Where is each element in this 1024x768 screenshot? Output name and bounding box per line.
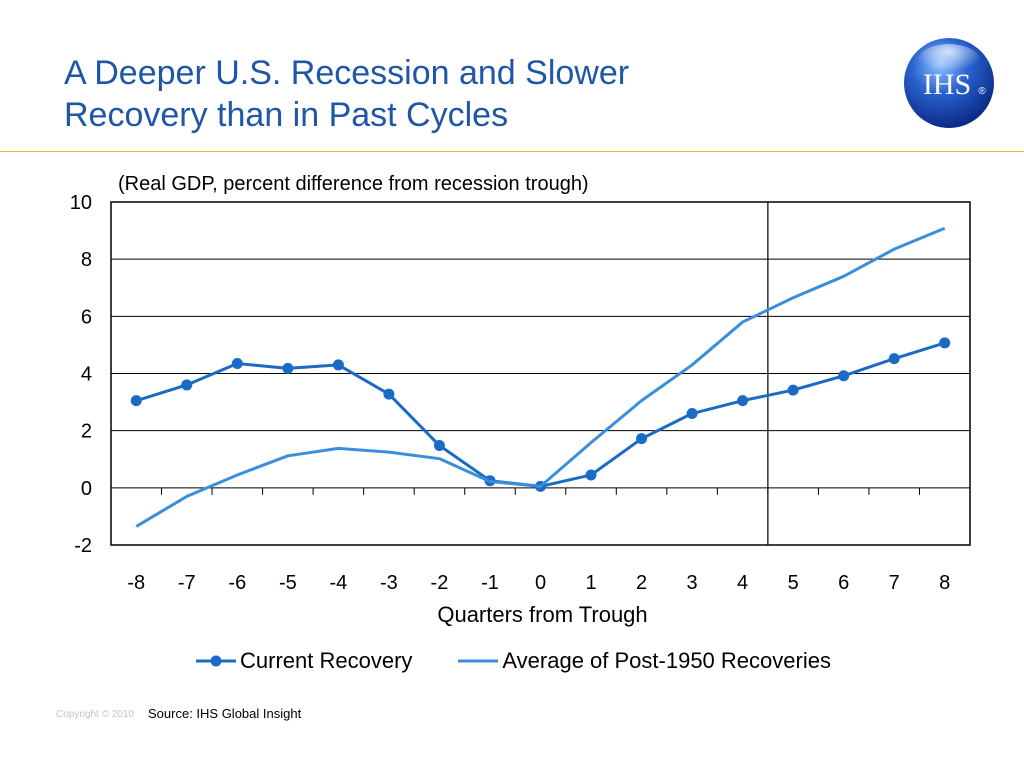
data-point-current-recovery	[636, 433, 648, 445]
y-tick-label: 2	[81, 421, 92, 443]
x-tick-label: -7	[178, 572, 196, 594]
x-tick-label: 0	[535, 572, 546, 594]
x-tick-label: 7	[889, 572, 900, 594]
data-point-current-recovery	[585, 469, 597, 481]
x-tick-label: 2	[636, 572, 647, 594]
data-point-current-recovery	[181, 379, 193, 391]
x-tick-label: -2	[431, 572, 449, 594]
slide-title-line-2: Recovery than in Past Cycles	[64, 96, 509, 134]
data-point-current-recovery	[130, 395, 142, 407]
legend-item-post-1950-average: Average of Post-1950 Recoveries	[458, 648, 831, 674]
ihs-logo: IHS ®	[904, 38, 994, 128]
legend-label-current-recovery: Current Recovery	[240, 648, 413, 673]
x-tick-label: -8	[127, 572, 145, 594]
legend-item-current-recovery: Current Recovery	[196, 648, 412, 674]
x-tick-label: 8	[939, 572, 950, 594]
data-point-current-recovery	[787, 384, 799, 396]
x-tick-label: -3	[380, 572, 398, 594]
x-tick-label: 4	[737, 572, 748, 594]
data-point-current-recovery	[282, 362, 294, 374]
x-tick-label: 5	[788, 572, 799, 594]
data-point-current-recovery	[332, 359, 344, 371]
series-line-current-recovery	[135, 341, 946, 488]
chart-subtitle: (Real GDP, percent difference from reces…	[118, 173, 589, 195]
data-point-current-recovery	[686, 408, 698, 420]
chart-legend: Current Recovery Average of Post-1950 Re…	[196, 647, 877, 675]
data-point-current-recovery	[838, 370, 850, 382]
y-tick-label: 8	[81, 249, 92, 271]
legend-swatch-post-1950-average	[458, 659, 499, 663]
x-axis-label: Quarters from Trough	[437, 602, 648, 627]
x-tick-label: 6	[838, 572, 849, 594]
x-tick-label: 1	[585, 572, 596, 594]
slide-title-line-1: A Deeper U.S. Recession and Slower	[64, 54, 630, 92]
y-tick-label: 10	[70, 192, 92, 214]
data-point-current-recovery	[383, 388, 395, 400]
x-tick-label: -1	[481, 572, 499, 594]
y-tick-label: 6	[81, 306, 92, 328]
x-tick-label: 3	[687, 572, 698, 594]
data-point-current-recovery	[737, 395, 749, 407]
plot-frame	[110, 201, 971, 546]
data-point-current-recovery	[939, 337, 951, 349]
copyright-notice: Copyright © 2010	[56, 709, 134, 720]
y-tick-label: 4	[81, 364, 92, 386]
logo-registered-mark: ®	[978, 86, 986, 97]
logo-text: IHS	[923, 68, 971, 101]
title-divider	[0, 151, 1024, 152]
data-point-current-recovery	[433, 440, 445, 452]
source-note: Source: IHS Global Insight	[148, 706, 302, 721]
x-tick-label: -4	[329, 572, 347, 594]
series-line-post-1950-average	[135, 226, 946, 528]
y-tick-label: -2	[74, 535, 92, 557]
y-tick-label: 0	[81, 478, 92, 500]
x-tick-label: -5	[279, 572, 297, 594]
slide-title: A Deeper U.S. Recession and Slower Recov…	[64, 52, 824, 136]
x-tick-label: -6	[228, 572, 246, 594]
data-point-current-recovery	[888, 353, 900, 365]
legend-label-post-1950-average: Average of Post-1950 Recoveries	[502, 648, 831, 673]
data-point-current-recovery	[231, 357, 243, 369]
gdp-line-chart: -2 0 2 4 6 8 10 -8 -7 -6 -5 -4 -3 -2 -1 0 1 2 3 4 5 6 7 8	[70, 192, 971, 594]
legend-swatch-current-recovery	[196, 655, 236, 667]
